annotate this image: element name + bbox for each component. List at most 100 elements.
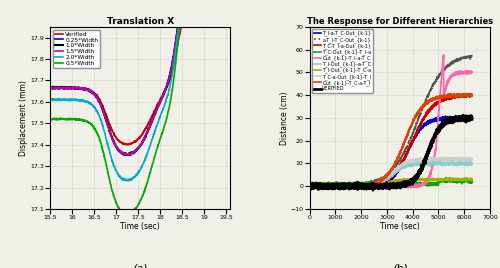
a-T_I-T_C-Out_{k-1} [327,187,333,190]
VERIFIED [452,119,458,122]
Line: T_I-a-T_C-Out_{k-1}: T_I-a-T_C-Out_{k-1} [310,116,472,188]
Out_{k-1}-T_C-a-T_I [370,182,376,185]
Out_{k-1}-T_I-a-T_C [446,78,452,81]
T_C-a-Out_{k-1}-T_I [456,156,462,159]
T_C-T_I-a-Out_{k-1} [452,95,458,98]
Out_{k-1}-T_I-a-T_C [370,185,376,188]
0.25*Width [156,102,162,105]
Title: Translation X: Translation X [106,17,174,26]
Legend: T_I-a-T_C-Out_{k-1}, a-T_I-T_C-Out_{k-1}, T_C-T_I-a-Out_{k-1}, T_C-Out_{k-1}-T_I: T_I-a-T_C-Out_{k-1}, a-T_I-T_C-Out_{k-1}… [312,29,373,93]
a-T_I-T_C-Out_{k-1} [468,53,474,57]
VERIFIED [460,114,466,117]
T_I-Out_{k-1}-T_C-a [469,178,475,181]
0.25*Width [58,87,64,90]
Line: T_C-T_I-a-Out_{k-1}: T_C-T_I-a-Out_{k-1} [310,94,472,188]
T_I-Out_{k-1}-a-T_C [310,185,316,188]
Verified [58,87,64,90]
VERIFIED [398,182,404,185]
Verified [162,89,168,92]
T_I-a-T_C-Out_{k-1} [398,166,404,169]
2.0*Width [156,115,162,118]
T_C-Out_{k-1}-T_I-a [387,184,393,188]
T_I-Out_{k-1}-T_C-a [306,185,312,188]
T_I-Out_{k-1}-T_C-a [310,184,316,187]
T_I-a-T_C-Out_{k-1} [310,184,316,188]
2.0*Width [124,179,130,182]
T_I-Out_{k-1}-T_C-a [446,178,452,182]
T_C-T_I-a-Out_{k-1} [439,99,445,102]
T_I-Out_{k-1}-a-T_C [446,162,452,165]
0.25*Width [126,153,132,157]
T_I-Out_{k-1}-a-T_C [469,163,475,166]
T_C-a-Out_{k-1}-T_I [469,158,475,161]
1.5*Width [124,154,130,157]
1.5*Width [156,101,162,105]
1.0*Width [152,112,158,116]
1.0*Width [162,89,168,92]
2.0*Width [58,99,64,102]
T_C-a-Out_{k-1}-T_I [452,157,458,160]
T_C-a-Out_{k-1}-T_I [398,165,404,168]
T_C-T_I-a-Out_{k-1} [398,163,404,166]
Verified [47,86,53,89]
Verified [184,8,190,11]
1.5*Width [152,112,158,115]
VERIFIED [446,116,452,120]
Out_{k-1}-T_C-a-T_I [310,185,316,188]
Out_{k-1}-T_C-a-T_I [446,96,452,99]
T_I-Out_{k-1}-T_C-a [370,184,376,187]
T_I-Out_{k-1}-a-T_C [452,161,458,165]
T_I-a-T_C-Out_{k-1} [439,117,445,120]
1.0*Width [126,153,132,157]
Line: T_C-a-Out_{k-1}-T_I: T_C-a-Out_{k-1}-T_I [310,157,472,188]
0.5*Width [162,123,168,126]
a-T_I-T_C-Out_{k-1} [398,157,404,161]
T_C-Out_{k-1}-T_I-a [446,179,452,182]
T_I-a-T_C-Out_{k-1} [370,183,376,186]
a-T_I-T_C-Out_{k-1} [469,55,475,58]
2.0*Width [47,98,53,101]
Verified [152,108,158,111]
a-T_I-T_C-Out_{k-1} [310,185,316,188]
T_C-Out_{k-1}-T_I-a [306,182,312,185]
1.0*Width [58,85,64,88]
Out_{k-1}-T_C-a-T_I [314,187,320,190]
Out_{k-1}-T_C-a-T_I [439,95,445,98]
Line: T_I-Out_{k-1}-T_C-a: T_I-Out_{k-1}-T_C-a [310,178,472,188]
Out_{k-1}-T_I-a-T_C [306,184,312,187]
Out_{k-1}-T_I-a-T_C [469,70,475,74]
Verified [202,0,208,1]
Title: The Response for Different Hierarchies: The Response for Different Hierarchies [307,17,493,26]
T_C-a-Out_{k-1}-T_I [306,185,312,188]
Out_{k-1}-T_C-a-T_I [469,92,475,96]
Y-axis label: Displacement (mm): Displacement (mm) [20,80,28,156]
0.25*Width [152,113,158,116]
VERIFIED [310,185,316,188]
T_I-Out_{k-1}-a-T_C [439,164,445,168]
T_C-a-Out_{k-1}-T_I [310,184,316,188]
0.25*Width [47,86,53,89]
T_C-Out_{k-1}-T_I-a [310,183,316,186]
Line: Verified: Verified [50,0,230,145]
Legend: Verified, 0.25*Width, 1.0*Width, 1.5*Width, 2.0*Width, 0.5*Width: Verified, 0.25*Width, 1.0*Width, 1.5*Wid… [53,30,100,68]
T_C-T_I-a-Out_{k-1} [466,92,471,95]
T_C-Out_{k-1}-T_I-a [443,176,449,179]
Line: 0.5*Width: 0.5*Width [50,0,230,214]
T_I-Out_{k-1}-a-T_C [398,167,404,170]
Out_{k-1}-T_I-a-T_C [310,185,316,188]
T_I-Out_{k-1}-T_C-a [398,179,404,182]
T_I-Out_{k-1}-a-T_C [456,159,462,163]
0.5*Width [47,118,53,121]
T_I-Out_{k-1}-a-T_C [370,183,376,187]
0.5*Width [58,117,64,120]
Line: T_I-Out_{k-1}-a-T_C: T_I-Out_{k-1}-a-T_C [310,161,472,188]
T_I-Out_{k-1}-T_C-a [439,178,445,181]
a-T_I-T_C-Out_{k-1} [446,63,452,66]
X-axis label: Time (sec): Time (sec) [120,222,160,231]
Out_{k-1}-T_I-a-T_C [398,185,404,188]
T_I-a-T_C-Out_{k-1} [310,187,316,190]
2.0*Width [162,102,168,106]
1.5*Width [47,87,53,90]
T_I-Out_{k-1}-T_C-a [452,178,458,181]
Line: 1.5*Width: 1.5*Width [50,0,230,155]
